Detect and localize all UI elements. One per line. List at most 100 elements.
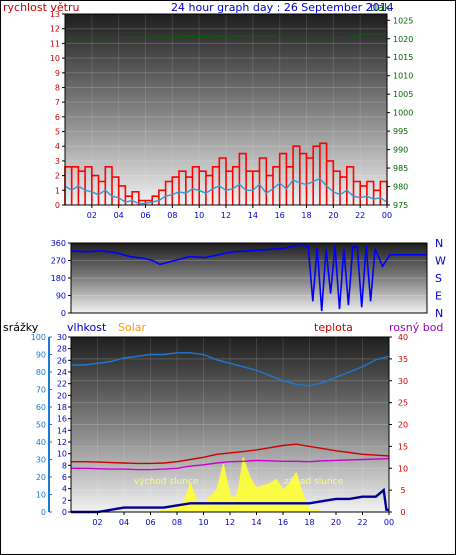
wind-tick-label: 9	[55, 69, 60, 78]
rain-tick-label: 50	[36, 421, 46, 430]
temperature-tick-label: 20	[398, 421, 408, 430]
x-tick-label: 18	[304, 518, 314, 527]
humidity-tick-label: 22	[57, 380, 67, 389]
pressure-tick-label: 1005	[393, 90, 413, 99]
x-tick-label: 22	[357, 518, 367, 527]
x-tick-label: 08	[172, 518, 182, 527]
rain-tick-label: 90	[36, 351, 46, 360]
pressure-tick-label: 995	[393, 127, 408, 136]
humidity-tick-label: 4	[62, 485, 67, 494]
temperature-tick-label: 10	[398, 464, 408, 473]
wind-tick-label: 3	[55, 157, 60, 166]
pressure-tick-label: 975	[393, 201, 408, 210]
humidity-tick-label: 2	[62, 496, 67, 505]
temperature-tick-label: 30	[398, 377, 408, 386]
x-tick-label: 20	[328, 211, 338, 220]
compass-label: S	[435, 272, 442, 285]
rain-tick-label: 60	[36, 403, 46, 412]
x-tick-label: 04	[114, 211, 124, 220]
direction-tick-label: 180	[51, 274, 66, 283]
wind-tick-label: 5	[55, 128, 60, 137]
pressure-tick-label: 980	[393, 183, 408, 192]
solar-axis-title: Solar	[118, 321, 147, 334]
direction-tick-label: 0	[61, 309, 66, 318]
compass-label: N	[435, 307, 443, 320]
x-tick-label: 12	[225, 518, 235, 527]
x-tick-label: 02	[92, 518, 102, 527]
pressure-tick-label: 1025	[393, 16, 413, 25]
pressure-tick-label: 1015	[393, 53, 413, 62]
rain-tick-label: 100	[31, 333, 46, 342]
direction-tick-label: 270	[51, 257, 66, 266]
humidity-tick-label: 20	[57, 391, 67, 400]
x-tick-label: 08	[167, 211, 177, 220]
humidity-tick-label: 18	[57, 403, 67, 412]
pressure-tick-label: 990	[393, 146, 408, 155]
rain-tick-label: 80	[36, 368, 46, 377]
direction-tick-label: 360	[51, 239, 66, 248]
rain-tick-label: 20	[36, 473, 46, 482]
wind-tick-label: 6	[55, 113, 60, 122]
wind-tick-label: 4	[55, 142, 60, 151]
x-tick-label: 00	[382, 211, 392, 220]
humidity-axis-title: vlhkost	[67, 321, 107, 334]
rain-tick-label: 70	[36, 386, 46, 395]
wind-axis-title: rychlost větru	[3, 1, 79, 14]
x-tick-label: 04	[119, 518, 129, 527]
page-title: 24 hour graph day : 26 September 2014	[171, 1, 394, 14]
x-tick-label: 06	[140, 211, 150, 220]
wind-tick-label: 8	[55, 83, 60, 92]
wind-tick-label: 11	[50, 39, 60, 48]
direction-tick-label: 90	[56, 292, 66, 301]
wind-tick-label: 10	[50, 54, 60, 63]
rain-tick-label: 0	[41, 508, 46, 517]
temperature-tick-label: 5	[400, 486, 405, 495]
rain-tick-label: 10	[36, 491, 46, 500]
temperature-tick-label: 35	[398, 355, 408, 364]
wind-tick-label: 13	[50, 10, 60, 19]
x-tick-label: 16	[278, 518, 288, 527]
compass-label: W	[435, 255, 446, 268]
humidity-tick-label: 26	[57, 356, 67, 365]
x-tick-label: 06	[145, 518, 155, 527]
rain-tick-label: 40	[36, 438, 46, 447]
pressure-axis-title: tlak	[370, 1, 391, 14]
humidity-tick-label: 12	[57, 438, 67, 447]
humidity-tick-label: 30	[57, 333, 67, 342]
x-tick-label: 14	[248, 211, 258, 220]
x-tick-label: 12	[221, 211, 231, 220]
pressure-tick-label: 985	[393, 164, 408, 173]
humidity-tick-label: 28	[57, 345, 67, 354]
humidity-tick-label: 10	[57, 450, 67, 459]
x-tick-label: 18	[301, 211, 311, 220]
x-tick-label: 22	[355, 211, 365, 220]
rain-tick-label: 30	[36, 456, 46, 465]
x-tick-label: 14	[251, 518, 261, 527]
wind-tick-label: 0	[55, 201, 60, 210]
wind-tick-label: 1	[55, 186, 60, 195]
humidity-tick-label: 6	[62, 473, 67, 482]
x-tick-label: 00	[384, 518, 394, 527]
x-tick-label: 02	[87, 211, 97, 220]
temperature-tick-label: 25	[398, 399, 408, 408]
humidity-tick-label: 16	[57, 415, 67, 424]
compass-label: E	[435, 290, 442, 303]
humidity-tick-label: 0	[62, 508, 67, 517]
x-tick-label: 10	[194, 211, 204, 220]
humidity-tick-label: 8	[62, 461, 67, 470]
x-tick-label: 16	[275, 211, 285, 220]
humidity-tick-label: 24	[57, 368, 67, 377]
wind-tick-label: 2	[55, 172, 60, 181]
humidity-tick-label: 14	[57, 426, 67, 435]
sunrise-annotation: východ slunce	[134, 477, 199, 487]
pressure-tick-label: 1020	[393, 35, 413, 44]
x-tick-label: 10	[198, 518, 208, 527]
temperature-axis-title: teplota	[314, 321, 353, 334]
pressure-tick-label: 1010	[393, 72, 413, 81]
x-tick-label: 20	[331, 518, 341, 527]
compass-label: N	[435, 237, 443, 250]
temperature-tick-label: 15	[398, 442, 408, 451]
wind-tick-label: 7	[55, 98, 60, 107]
wind-tick-label: 12	[50, 25, 60, 34]
